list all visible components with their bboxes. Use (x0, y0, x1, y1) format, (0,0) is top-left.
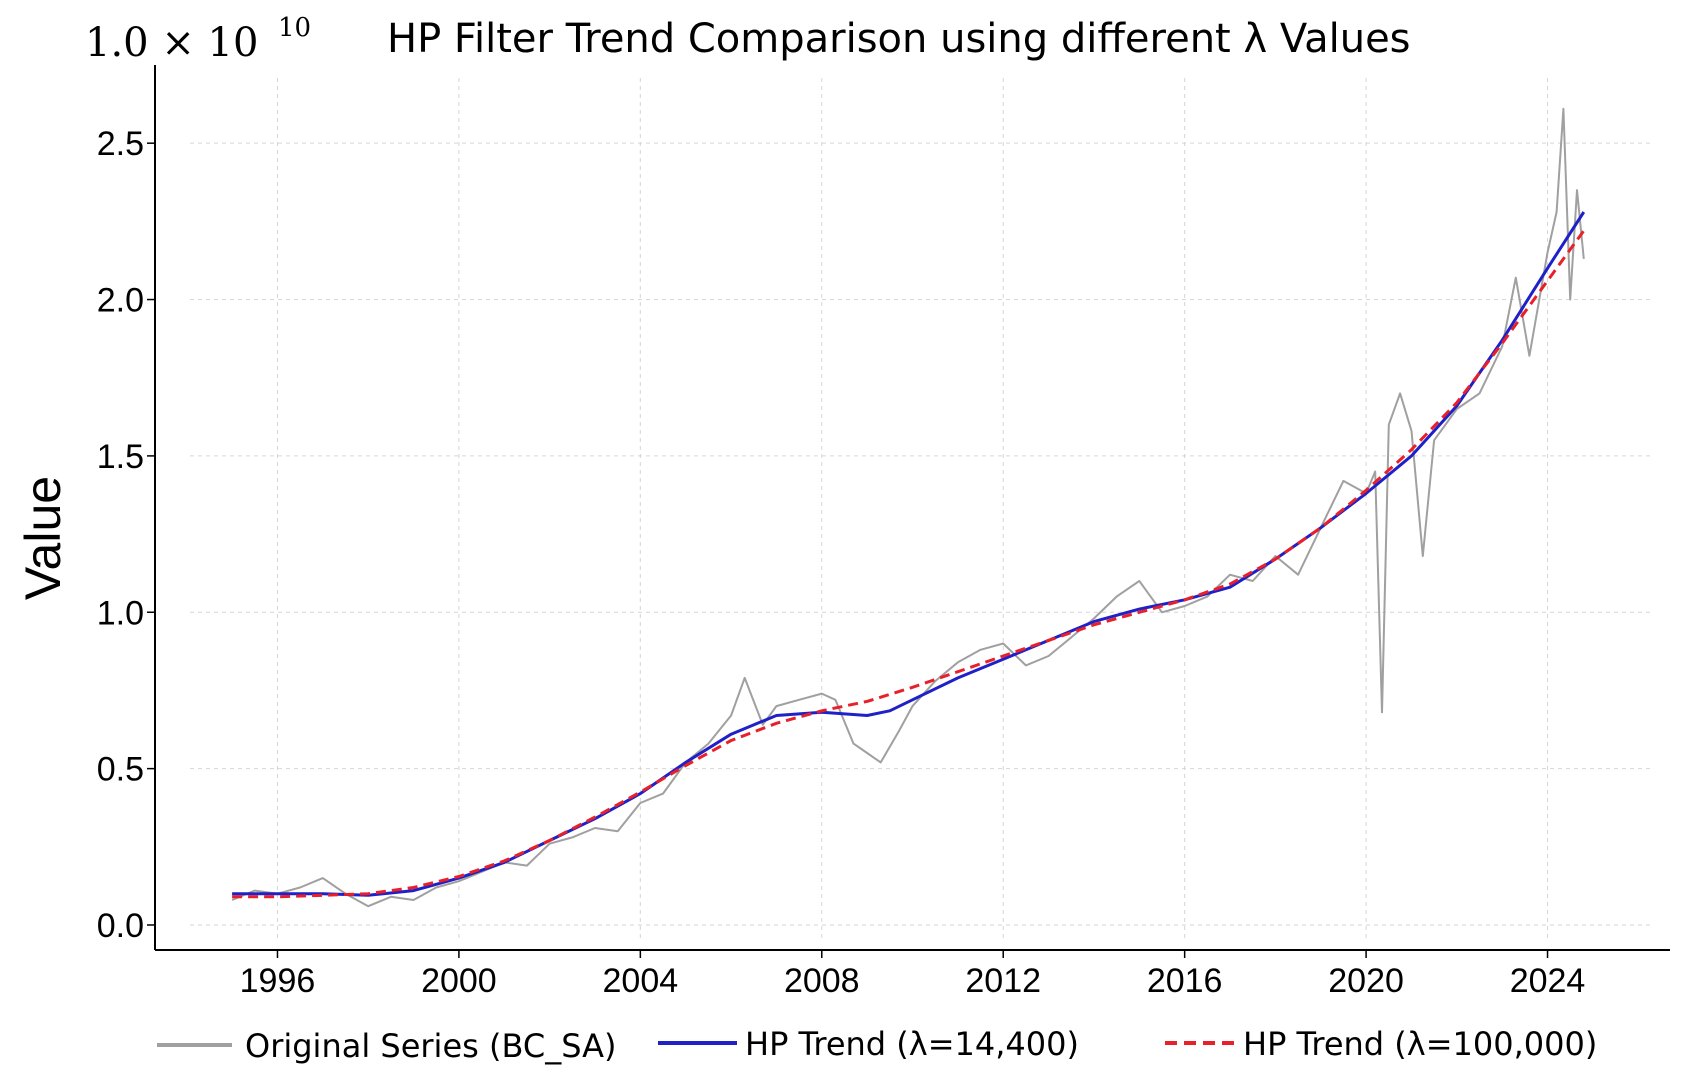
x-tick-label: 2016 (1147, 962, 1223, 1000)
legend-label-trend-100000: HP Trend (λ=100,000) (1243, 1025, 1597, 1063)
x-tick-label: 2012 (965, 962, 1041, 1000)
y-tick-label: 1.0 (97, 594, 144, 632)
y-tick-label: 2.0 (97, 282, 144, 320)
y-tick-label: 0.0 (97, 907, 144, 945)
grid-lines (190, 78, 1650, 940)
legend-label-original: Original Series (BC_SA) (245, 1027, 616, 1065)
x-tick-label: 2004 (603, 962, 679, 1000)
y-axis-multiplier-exponent: 10 (278, 13, 311, 43)
x-tick-label: 2000 (421, 962, 497, 1000)
x-tick-label: 1996 (240, 962, 316, 1000)
chart-title: HP Filter Trend Comparison using differe… (387, 16, 1411, 62)
legend-label-trend-14400: HP Trend (λ=14,400) (745, 1025, 1079, 1063)
y-axis-multiplier: 1.0 × 10 (85, 20, 258, 66)
series-hp-trend-100000 (232, 229, 1586, 899)
y-axis-label: Value (15, 476, 71, 600)
y-tick-label: 1.5 (97, 438, 144, 476)
x-tick-label: 2024 (1510, 962, 1586, 1000)
x-tick-label: 2008 (784, 962, 860, 1000)
y-tick-labels: 0.0 0.5 1.0 1.5 2.0 2.5 (97, 125, 155, 945)
legend: Original Series (BC_SA) HP Trend (λ=14,4… (157, 1025, 1597, 1065)
y-tick-label: 2.5 (97, 125, 144, 163)
y-tick-label: 0.5 (97, 751, 144, 789)
series-original (231, 107, 1585, 908)
x-tick-label: 2020 (1328, 962, 1404, 1000)
series-hp-trend-14400 (232, 211, 1586, 897)
x-tick-labels: 1996 2000 2004 2008 2012 2016 2020 2024 (240, 950, 1586, 1000)
series-layer (231, 107, 1586, 908)
